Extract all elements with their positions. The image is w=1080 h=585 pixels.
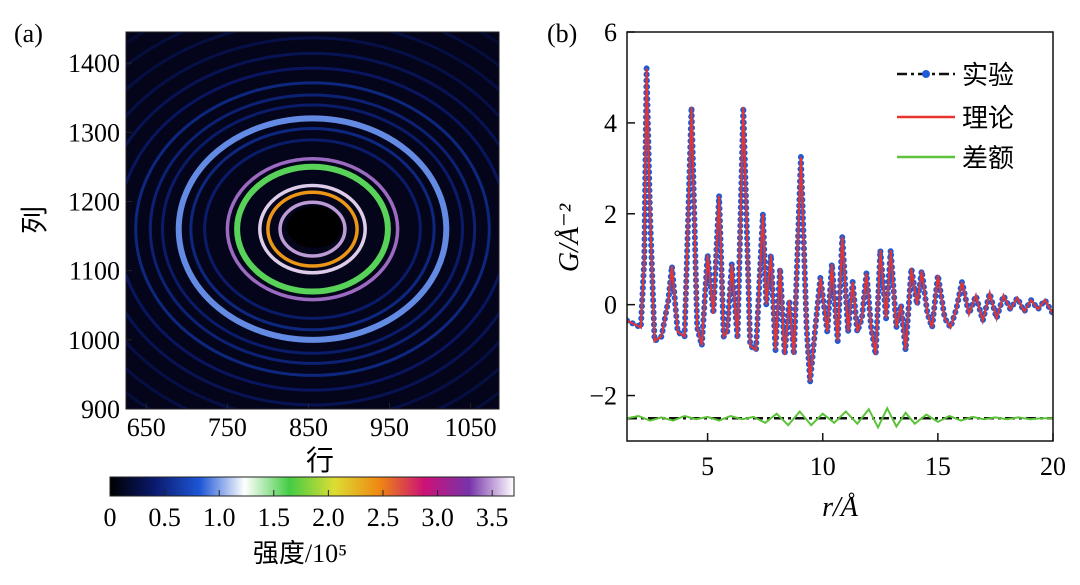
panel-a-label: (a) <box>14 19 43 48</box>
legend-item-difference: 差额 <box>897 144 1014 173</box>
diffraction-ring <box>278 200 347 258</box>
legend-label-experiment: 实验 <box>962 61 1014 90</box>
diffraction-ring <box>203 138 422 320</box>
panel-a-xlabel: 行 <box>306 445 334 477</box>
diffraction-ring <box>258 183 367 275</box>
diffraction-ring <box>175 115 450 343</box>
beam-stop <box>286 206 343 248</box>
panel-b-axes: 5 10 15 20 −2 0 2 4 6 <box>589 18 1066 481</box>
colorbar-tick-label: 0 <box>104 503 117 532</box>
diffraction-ring <box>225 156 400 302</box>
panel-b-ylabel: G/Å⁻² <box>554 203 585 272</box>
colorbar-tick-label: 0.5 <box>148 503 181 532</box>
colorbar-tick-label: 3.5 <box>476 503 509 532</box>
x-tick-label: 10 <box>810 452 836 481</box>
colorbar-tick-label: 1.5 <box>258 503 291 532</box>
diffraction-ring <box>126 51 499 407</box>
panel-b-xlabel: r/Å <box>822 492 859 523</box>
plot-series <box>627 68 1053 430</box>
diffraction-ring <box>160 103 465 355</box>
panel-a-ylabel: 列 <box>19 206 51 234</box>
legend-marker-experiment <box>922 70 930 78</box>
diffraction-ring <box>189 126 436 332</box>
x-tick-label: 5 <box>701 452 714 481</box>
x-tick-label: 1050 <box>445 413 497 442</box>
colorbar-tick-label: 2.5 <box>367 503 400 532</box>
series-theory <box>627 68 1053 382</box>
colorbar-gradient <box>109 476 515 497</box>
x-tick-label: 750 <box>208 413 247 442</box>
diffraction-ring <box>126 66 499 392</box>
diffraction-ring <box>148 93 477 365</box>
y-tick-label: 1000 <box>68 326 120 355</box>
x-tick-label: 20 <box>1040 452 1066 481</box>
colorbar-tick-label: 1.0 <box>203 503 236 532</box>
series-difference <box>627 406 1053 430</box>
x-tick-label: 850 <box>289 413 328 442</box>
diffraction-ring <box>126 36 499 409</box>
x-tick-label: 950 <box>370 413 409 442</box>
colorbar-tick-label: 2.0 <box>312 503 345 532</box>
legend-label-theory: 理论 <box>962 104 1014 133</box>
legend: 实验 理论 差额 <box>897 61 1014 173</box>
plot-frame <box>626 31 1054 442</box>
panel-b-label: (b) <box>547 19 577 48</box>
heatmap-frame <box>125 31 500 410</box>
y-tick-label: 0 <box>604 291 617 320</box>
panel-b-plot: 5 10 15 20 −2 0 2 4 6 <box>589 18 1066 481</box>
y-tick-label: 1400 <box>68 49 120 78</box>
y-tick-label: 2 <box>604 200 617 229</box>
x-tick-label: 15 <box>925 452 951 481</box>
y-tick-label: 6 <box>604 18 617 47</box>
colorbar-label: 强度/10⁵ <box>253 539 347 568</box>
legend-label-difference: 差额 <box>962 144 1014 173</box>
diffraction-ring <box>234 163 391 295</box>
legend-item-experiment: 实验 <box>897 61 1014 90</box>
y-tick-label: −2 <box>589 382 617 411</box>
diffraction-ring <box>266 190 359 268</box>
x-tick-label: 650 <box>127 413 166 442</box>
diffraction-rings <box>126 32 499 409</box>
colorbar-tick-label: 3.0 <box>421 503 454 532</box>
panel-a-axes: 650 750 850 950 1050 900 1000 1100 1200 1300 1400 <box>68 49 497 442</box>
y-tick-label: 1300 <box>68 118 120 147</box>
diffraction-ring <box>134 81 491 377</box>
colorbar-ticks: 0 0.5 1.0 1.5 2.0 2.5 3.0 3.5 <box>104 490 509 532</box>
panel-a-heatmap: 650 750 850 950 1050 900 1000 1100 1200 1300 1400 <box>68 31 500 442</box>
y-tick-label: 900 <box>81 395 120 424</box>
legend-item-theory: 理论 <box>897 104 1014 133</box>
y-tick-label: 4 <box>604 109 617 138</box>
colorbar: 0 0.5 1.0 1.5 2.0 2.5 3.0 3.5 <box>104 476 515 532</box>
y-tick-label: 1200 <box>68 187 120 216</box>
y-tick-label: 1100 <box>69 257 120 286</box>
